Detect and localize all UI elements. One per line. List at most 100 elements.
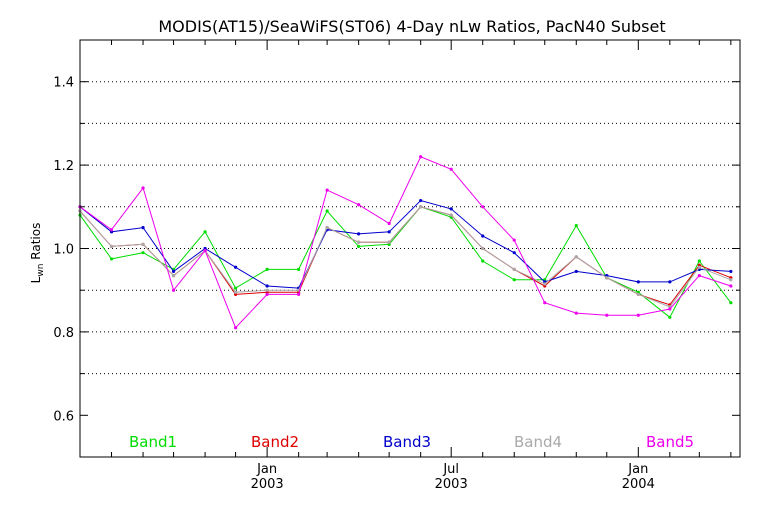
point-band3-18 <box>636 280 640 284</box>
point-band1-21 <box>729 301 733 305</box>
point-band1-6 <box>265 267 269 271</box>
point-band4-21 <box>729 278 733 282</box>
point-band3-9 <box>357 232 361 236</box>
point-band1-14 <box>512 278 516 282</box>
point-band5-13 <box>481 205 485 209</box>
point-band5-16 <box>574 311 578 315</box>
legend-entry-band1: Band1 <box>129 433 177 451</box>
point-band1-4 <box>203 230 207 234</box>
x-tick-label-month-2: Jan <box>627 462 648 477</box>
point-band4-3 <box>171 274 176 278</box>
point-band4-9 <box>357 240 361 244</box>
point-band5-20 <box>697 274 701 278</box>
point-band5-9 <box>357 203 361 207</box>
point-band5-8 <box>325 188 329 192</box>
point-band1-8 <box>325 209 329 213</box>
point-band4-2 <box>141 242 145 246</box>
series-band5 <box>78 155 733 330</box>
legend: Band1 Band2 Band3 Band4 Band5 <box>129 433 694 451</box>
point-band4-12 <box>449 213 453 217</box>
y-axis-label-sub: wn <box>36 264 46 277</box>
x-tick-label-month-0: Jan <box>256 462 277 477</box>
y-axis-label-main: L <box>29 276 43 283</box>
point-band4-17 <box>605 276 609 280</box>
point-band4-10 <box>387 240 391 244</box>
point-band1-13 <box>481 259 485 263</box>
point-band1-2 <box>141 251 145 255</box>
y-tick-label-3: 1.2 <box>53 159 74 174</box>
point-band4-16 <box>574 255 578 259</box>
point-band5-12 <box>449 167 453 171</box>
point-band1-1 <box>109 257 114 261</box>
point-band3-14 <box>512 251 516 255</box>
point-band5-15 <box>543 301 547 305</box>
point-band3-21 <box>729 269 733 274</box>
point-band5-6 <box>265 292 269 296</box>
series-line-band4 <box>79 206 731 308</box>
point-band5-17 <box>605 313 609 317</box>
point-band1-16 <box>574 223 578 228</box>
point-band3-10 <box>387 230 391 234</box>
point-band4-18 <box>636 292 640 296</box>
point-band4-5 <box>233 290 238 294</box>
point-band4-15 <box>543 282 547 286</box>
point-band5-7 <box>297 292 301 296</box>
point-band5-2 <box>141 186 145 190</box>
point-band3-13 <box>481 234 485 238</box>
point-band3-11 <box>419 198 423 203</box>
plot-frame <box>79 39 741 458</box>
x-tick-label-year-1: 2003 <box>435 477 468 492</box>
y-tick-label-1: 0.8 <box>53 326 74 341</box>
legend-entry-band5: Band5 <box>646 433 694 451</box>
series-band1 <box>78 205 733 319</box>
point-band3-2 <box>141 226 145 230</box>
point-band4-1 <box>109 244 114 249</box>
point-band1-20 <box>697 259 701 263</box>
point-band1-7 <box>297 267 301 271</box>
y-axis-label-rest: Ratios <box>29 223 43 264</box>
point-band5-14 <box>512 238 516 242</box>
series-line-band1 <box>79 206 732 319</box>
legend-entry-band3: Band3 <box>383 433 431 451</box>
point-band3-12 <box>449 207 453 211</box>
point-band5-19 <box>668 307 672 311</box>
legend-entry-band2: Band2 <box>251 433 299 451</box>
series-line-band3 <box>79 199 731 289</box>
point-band5-5 <box>233 326 238 330</box>
grid-layer <box>80 81 740 375</box>
point-band1-9 <box>357 244 361 249</box>
point-band4-20 <box>697 265 701 269</box>
legend-entry-band4: Band4 <box>514 433 562 451</box>
series-band3 <box>78 198 733 290</box>
point-band5-4 <box>203 248 207 253</box>
y-tick-label-4: 1.4 <box>53 76 74 91</box>
point-band5-3 <box>171 288 176 292</box>
point-band5-11 <box>419 155 423 159</box>
point-band3-6 <box>265 284 269 288</box>
point-band5-18 <box>636 313 640 317</box>
y-tick-label-2: 1.0 <box>53 243 74 258</box>
series-band4 <box>78 205 733 309</box>
point-band1-19 <box>668 315 672 319</box>
point-band4-14 <box>512 267 516 271</box>
point-band4-8 <box>325 226 329 230</box>
point-band5-10 <box>387 221 391 226</box>
chart-title: MODIS(AT15)/SeaWiFS(ST06) 4-Day nLw Rati… <box>158 17 665 36</box>
y-tick-label-0: 0.6 <box>53 409 74 424</box>
y-axis-label: Lwn Ratios <box>29 223 46 284</box>
point-band4-13 <box>481 246 485 251</box>
x-tick-label-month-1: Jul <box>442 462 459 477</box>
x-tick-label-year-2: 2004 <box>622 477 655 492</box>
point-band4-6 <box>265 288 269 292</box>
point-band1-5 <box>233 286 238 290</box>
point-band4-11 <box>419 205 423 209</box>
series-layer <box>78 155 733 330</box>
point-band5-21 <box>729 284 733 288</box>
point-band3-5 <box>233 265 238 269</box>
x-tick-label-year-0: 2003 <box>251 477 284 492</box>
series-line-band5 <box>79 156 731 329</box>
series-band2 <box>78 205 733 307</box>
point-band3-3 <box>171 269 176 274</box>
point-band5-1 <box>109 228 114 232</box>
